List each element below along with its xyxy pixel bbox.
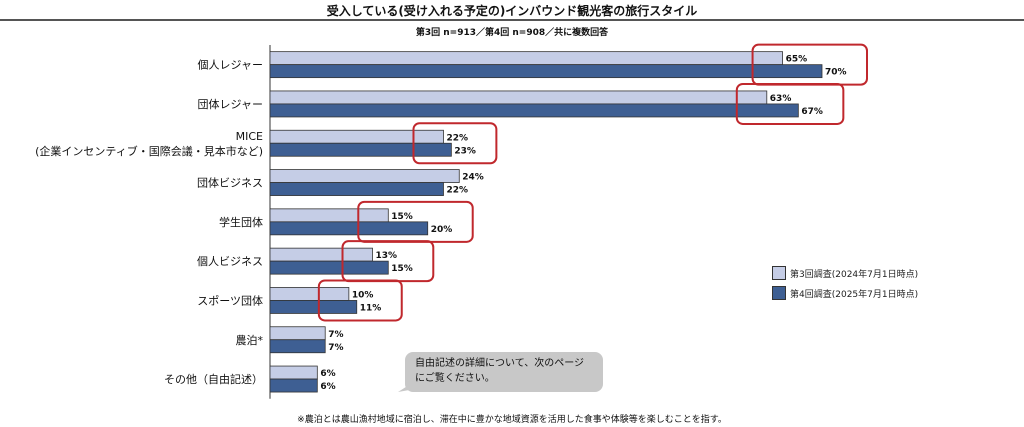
- category-label: その他（自由記述）: [164, 372, 263, 386]
- legend-item-3rd: 第3回調査(2024年7月1日時点): [772, 266, 918, 280]
- category-label: 個人レジャー: [198, 59, 263, 72]
- data-label: 11%: [360, 303, 382, 313]
- data-label: 65%: [786, 55, 808, 65]
- legend-item-4th: 第4回調査(2025年7月1日時点): [772, 286, 918, 300]
- bar-4th: [269, 142, 452, 157]
- data-label: 63%: [770, 94, 792, 104]
- data-label: 22%: [446, 186, 468, 196]
- legend: 第3回調査(2024年7月1日時点) 第4回調査(2025年7月1日時点): [772, 266, 918, 306]
- bar-4th: [269, 260, 389, 275]
- category-label: スポーツ団体: [197, 293, 263, 307]
- data-label: 24%: [462, 173, 484, 183]
- chart-title: 受入している(受け入れる予定の)インバウンド観光客の旅行スタイル: [326, 4, 698, 18]
- bar-4th: [269, 300, 358, 314]
- data-label: 23%: [454, 146, 476, 156]
- data-label: 10%: [352, 290, 374, 300]
- category-label: 団体レジャー: [198, 97, 263, 111]
- data-label: 6%: [320, 369, 335, 379]
- data-label: 15%: [391, 212, 413, 222]
- callout-note: 自由記述の詳細について、次のページにご覧ください。: [405, 352, 603, 392]
- bar-4th: [269, 221, 429, 236]
- bar-4th: [269, 378, 318, 393]
- title-divider: [0, 19, 1024, 21]
- data-label: 20%: [431, 225, 453, 235]
- bar-4th: [269, 64, 823, 79]
- legend-swatch: [772, 266, 786, 280]
- category-label: (企業インセンティブ・国際会議・見本市など): [35, 144, 263, 158]
- data-label: 70%: [825, 68, 847, 78]
- data-label: 6%: [320, 382, 335, 392]
- category-label: MICE: [236, 130, 263, 143]
- bar-4th: [269, 339, 326, 354]
- highlight-box: [735, 82, 845, 125]
- data-label: 7%: [328, 330, 343, 340]
- data-label: 13%: [376, 251, 398, 261]
- data-label: 22%: [446, 133, 468, 143]
- data-label: 67%: [801, 107, 823, 117]
- footnote: ※農泊とは農山漁村地域に宿泊し、滞在中に豊かな地域資源を活用した食事や体験等を楽…: [297, 415, 727, 425]
- category-label: 農泊*: [236, 333, 264, 347]
- legend-label: 第4回調査(2025年7月1日時点): [790, 289, 919, 300]
- category-label: 学生団体: [219, 215, 263, 229]
- data-label: 7%: [328, 343, 343, 353]
- bar-4th: [269, 182, 444, 196]
- highlight-box: [317, 279, 403, 322]
- category-label: 個人ビジネス: [197, 255, 263, 268]
- highlight-box: [412, 122, 498, 165]
- data-label: 15%: [391, 264, 413, 274]
- legend-swatch: [772, 286, 786, 300]
- bar-4th: [269, 103, 799, 118]
- category-label: 団体ビジネス: [197, 176, 263, 190]
- legend-label: 第3回調査(2024年7月1日時点): [790, 269, 919, 280]
- chart-subtitle: 第3回 n=913／第4回 n=908／共に複数回答: [415, 28, 609, 38]
